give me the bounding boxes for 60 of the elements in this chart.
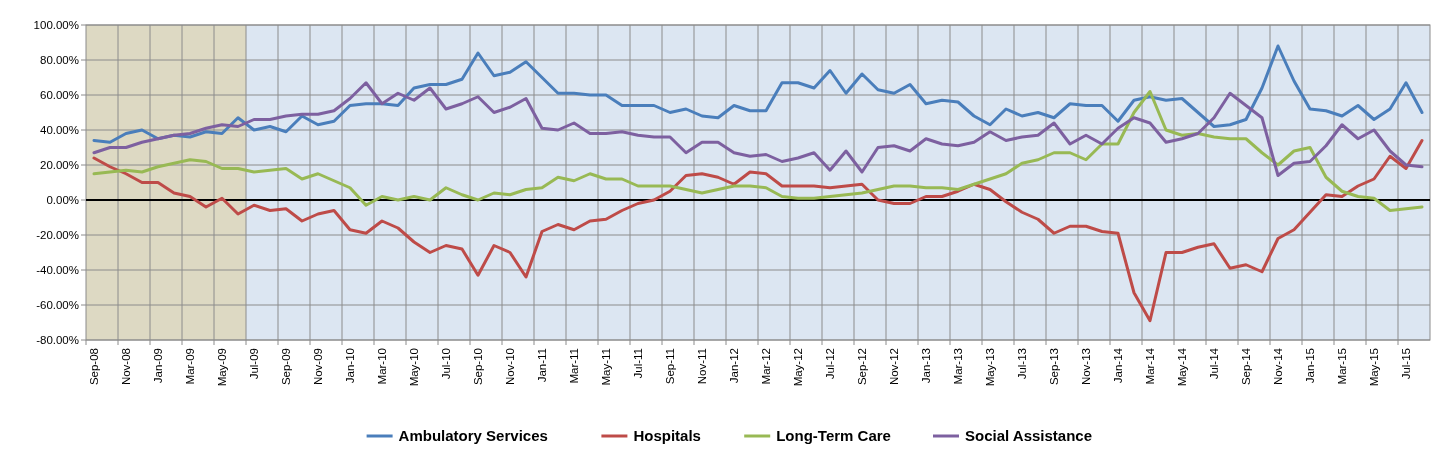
legend-label: Social Assistance: [965, 427, 1093, 445]
x-tick-label: Jul-15: [1400, 348, 1412, 380]
x-tick-label: Sep-12: [856, 348, 868, 386]
y-tick-label: -40.00%: [36, 264, 79, 277]
x-tick-label: Jan-09: [152, 348, 164, 384]
x-tick-label: May-11: [600, 348, 612, 386]
x-tick-label: May-15: [1368, 348, 1380, 387]
x-tick-label: Jan-10: [344, 348, 356, 384]
x-tick-label: Jul-13: [1016, 348, 1028, 380]
x-tick-label: Nov-13: [1080, 348, 1092, 386]
x-tick-label: Sep-14: [1240, 347, 1252, 386]
y-tick-label: 20.00%: [39, 159, 79, 172]
y-tick-label: 40.00%: [39, 124, 79, 137]
x-tick-label: Jul-10: [440, 348, 452, 380]
x-tick-label: Sep-09: [280, 348, 292, 386]
x-tick-label: Nov-12: [888, 348, 900, 386]
line-series: [92, 139, 1424, 323]
x-tick-label: May-14: [1176, 347, 1188, 387]
y-tick-label: 60.00%: [39, 89, 79, 102]
x-tick-label: Jan-14: [1112, 347, 1124, 384]
x-tick-label: Sep-10: [472, 348, 484, 386]
x-tick-label: Jan-13: [920, 348, 932, 384]
y-tick-label: 80.00%: [39, 54, 79, 67]
x-tick-label: Nov-10: [504, 348, 516, 386]
y-tick-label: 0.00%: [46, 194, 79, 207]
line-series: [92, 90, 1424, 212]
x-tick-label: May-13: [984, 348, 996, 387]
legend-label: Hospitals: [633, 427, 701, 445]
legend-label: Ambulatory Services: [398, 427, 548, 445]
y-tick-label: 100.00%: [33, 19, 79, 32]
x-tick-label: Sep-13: [1048, 348, 1060, 386]
x-tick-label: Jan-11: [536, 348, 548, 383]
x-tick-label: Nov-09: [312, 348, 324, 386]
x-tick-label: May-10: [408, 348, 420, 387]
x-tick-label: Nov-08: [120, 348, 132, 386]
x-tick-label: Nov-14: [1272, 347, 1284, 386]
line-series: [92, 44, 1424, 144]
x-tick-label: Sep-11: [664, 348, 676, 385]
x-tick-label: Jul-12: [824, 348, 836, 380]
x-tick-label: May-09: [216, 348, 228, 387]
x-tick-label: Jan-12: [728, 348, 740, 384]
x-tick-label: Nov-11: [696, 348, 708, 385]
x-tick-label: Mar-12: [760, 348, 772, 385]
y-tick-label: -20.00%: [36, 229, 79, 242]
x-tick-label: Jul-11: [632, 348, 644, 379]
x-tick-label: Jul-09: [248, 348, 260, 380]
x-tick-label: Mar-10: [376, 348, 388, 385]
x-tick-label: Mar-11: [568, 348, 580, 384]
y-tick-label: -80.00%: [36, 334, 79, 347]
y-tick-label: -60.00%: [36, 299, 79, 312]
x-tick-label: Mar-09: [184, 348, 196, 385]
x-tick-label: Mar-14: [1144, 347, 1156, 385]
x-tick-label: Jul-14: [1208, 347, 1220, 380]
legend-label: Long-Term Care: [776, 427, 891, 445]
x-tick-label: Sep-08: [88, 348, 100, 386]
x-tick-label: Jan-15: [1304, 348, 1316, 384]
x-tick-label: Mar-13: [952, 348, 964, 385]
x-tick-label: May-12: [792, 348, 804, 387]
x-tick-label: Mar-15: [1336, 348, 1348, 385]
line-series: [92, 81, 1424, 177]
